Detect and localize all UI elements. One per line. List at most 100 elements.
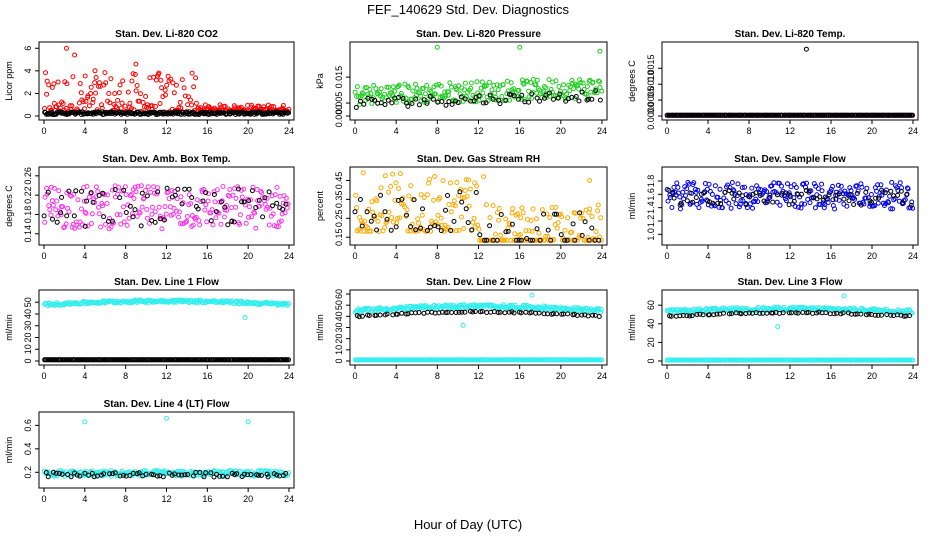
- data-point: [726, 200, 732, 206]
- x-tick-label: 16: [826, 126, 836, 136]
- data-point: [390, 84, 396, 90]
- x-tick-label: 12: [473, 251, 483, 261]
- data-point: [536, 310, 542, 316]
- data-point: [489, 87, 495, 93]
- data-point: [394, 311, 400, 317]
- data-point: [546, 77, 552, 83]
- data-point: [205, 198, 211, 204]
- x-tick-label: 8: [746, 251, 751, 261]
- data-point: [425, 228, 430, 233]
- data-point: [74, 472, 80, 478]
- data-point: [439, 99, 445, 104]
- data-point: [456, 227, 462, 233]
- data-point: [356, 314, 362, 320]
- plot-frame: [349, 289, 608, 366]
- data-point: [886, 200, 891, 206]
- data-point: [231, 103, 237, 109]
- data-point: [125, 89, 131, 95]
- data-point: [104, 201, 110, 206]
- data-point: [234, 471, 240, 477]
- data-point: [413, 227, 419, 233]
- data-point: [127, 100, 133, 106]
- data-point: [533, 82, 539, 87]
- data-point: [367, 87, 373, 92]
- series-1: [664, 357, 916, 363]
- data-point: [483, 83, 489, 89]
- data-point: [764, 199, 770, 205]
- data-point: [265, 204, 271, 210]
- data-point: [43, 470, 49, 475]
- data-point: [483, 202, 489, 208]
- data-point: [117, 212, 123, 218]
- data-point: [468, 85, 474, 91]
- data-point: [227, 187, 233, 192]
- data-point: [875, 200, 881, 206]
- data-point: [213, 209, 219, 215]
- data-point: [438, 83, 444, 89]
- data-point: [793, 310, 799, 316]
- data-point: [152, 209, 158, 215]
- data-point: [728, 205, 734, 211]
- data-point: [547, 215, 553, 221]
- data-point: [736, 190, 742, 196]
- data-point: [590, 79, 596, 85]
- data-point: [374, 227, 380, 233]
- data-point: [103, 80, 109, 86]
- data-point: [60, 204, 66, 210]
- y-tick-label: 0: [646, 358, 656, 363]
- data-point: [253, 225, 259, 231]
- data-point: [229, 219, 235, 224]
- y-tick-label: 0.45: [334, 172, 344, 190]
- data-point: [241, 186, 247, 192]
- data-point: [726, 188, 732, 193]
- y-axis-label: degrees C: [627, 60, 637, 102]
- data-point: [493, 231, 498, 237]
- data-point: [53, 207, 59, 213]
- data-point: [714, 311, 720, 317]
- data-point: [130, 214, 136, 220]
- data-point: [353, 105, 359, 110]
- data-point: [218, 221, 224, 227]
- chart-boxtemp: Stan. Dev. Amb. Box Temp. degrees C 0 4 8 12 1…: [4, 154, 295, 261]
- data-point: [84, 198, 90, 204]
- data-point: [193, 100, 199, 106]
- data-point: [498, 232, 504, 238]
- data-point: [418, 192, 424, 198]
- data-point: [536, 230, 542, 236]
- data-point: [372, 97, 378, 103]
- data-point: [157, 216, 163, 222]
- data-point: [595, 202, 601, 208]
- data-point: [259, 473, 264, 478]
- data-point: [190, 473, 196, 479]
- data-point: [715, 194, 721, 200]
- data-point: [834, 306, 840, 312]
- data-point: [463, 206, 469, 212]
- series-1: [664, 46, 916, 118]
- data-point: [793, 185, 799, 190]
- data-point: [749, 185, 755, 191]
- data-point: [847, 192, 853, 198]
- data-point: [511, 86, 517, 92]
- data-point: [554, 225, 560, 231]
- data-point: [42, 219, 48, 225]
- x-tick-label: 4: [394, 371, 399, 381]
- data-point: [222, 103, 228, 109]
- data-point: [159, 226, 165, 232]
- data-point: [528, 218, 534, 223]
- data-point: [453, 310, 459, 315]
- data-point: [362, 218, 368, 224]
- data-point: [715, 200, 721, 206]
- data-point: [907, 313, 912, 319]
- data-point: [723, 198, 729, 204]
- data-point: [431, 197, 437, 203]
- data-point: [110, 471, 116, 477]
- data-point: [92, 80, 98, 86]
- data-point: [417, 90, 422, 96]
- outlier-point: [133, 61, 139, 67]
- data-point: [526, 228, 532, 234]
- data-point: [139, 204, 145, 210]
- data-point: [454, 87, 460, 93]
- data-point: [184, 218, 190, 224]
- data-point: [596, 314, 602, 319]
